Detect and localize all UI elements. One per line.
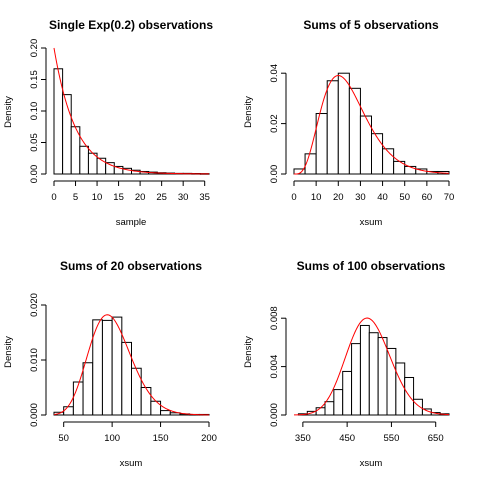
panel-2-bar — [382, 148, 395, 175]
panel-3-x-tick-label: 150 — [153, 433, 169, 444]
panel-1-y-tick-label: 0.00 — [29, 165, 40, 184]
panel-4-y-tick-label: 0.000 — [269, 403, 280, 427]
panel-3-x-tick-label: 100 — [104, 433, 120, 444]
panel-1-y-tick-label: 0.10 — [29, 102, 40, 121]
panel-2-x-tick-label: 0 — [291, 192, 296, 203]
panel-4-bar — [315, 407, 326, 416]
panel-4-bar — [359, 324, 370, 416]
panel-1-y-tick-label: 0.15 — [29, 70, 40, 89]
panel-3-bar — [140, 387, 152, 416]
panel-1-xlabel: sample — [116, 217, 147, 228]
panel-2-title: Sums of 5 observations — [303, 18, 439, 32]
panel-2-bar — [404, 165, 417, 175]
panel-2: Sums of 5 observations xsum Density 0 10 2… — [243, 18, 454, 228]
panel-3-bar — [82, 362, 94, 416]
panel-3-bar — [150, 400, 162, 416]
panel-2-x-tick-label: 30 — [355, 192, 366, 203]
panel-3-y-tick-label: 0.000 — [29, 403, 40, 427]
panel-2-x-tick-label: 40 — [377, 192, 388, 203]
panel-4-xlabel: xsum — [360, 458, 383, 469]
panel-4: Sums of 100 observations xsum Density 35… — [243, 259, 450, 469]
panel-2-y-tick-label: 0.02 — [269, 114, 280, 133]
panel-4-bar — [377, 337, 388, 416]
panel-2-xlabel: xsum — [360, 217, 383, 228]
panel-1-x-tick-label: 20 — [135, 192, 146, 203]
panel-2-x-tick-label: 50 — [399, 192, 410, 203]
panel-2-x-tick-label: 20 — [333, 192, 344, 203]
panel-1-title: Single Exp(0.2) observations — [49, 18, 213, 32]
panel-2-x-tick-label: 10 — [311, 192, 322, 203]
panel-3-bar — [101, 319, 113, 416]
panel-3-y-tick-label: 0.010 — [29, 348, 40, 372]
panel-1-x-tick-label: 10 — [92, 192, 103, 203]
panel-1-y-tick-label: 0.20 — [29, 39, 40, 58]
panel-1-x-tick-label: 25 — [156, 192, 167, 203]
panel-2-bars — [293, 72, 450, 175]
panel-1-x-tick-label: 30 — [178, 192, 189, 203]
panel-4-x-tick-label: 550 — [384, 433, 400, 444]
panel-4-bar — [368, 332, 379, 416]
panel-1-x-tick-label: 35 — [199, 192, 210, 203]
panel-4-x-tick-label: 350 — [295, 433, 311, 444]
panel-3-density-curve — [53, 314, 210, 416]
panel-3-ylabel: Density — [3, 336, 14, 368]
panel-4-ylabel: Density — [243, 336, 254, 368]
panel-4-bar — [395, 362, 406, 416]
panel-3-y-tick-label: 0.020 — [29, 293, 40, 317]
panel-4-bar — [386, 347, 397, 416]
panel-4-x-tick-label: 450 — [339, 433, 355, 444]
panel-4-bars — [297, 324, 450, 416]
panel-4-y-tick-label: 0.008 — [269, 306, 280, 330]
panel-4-bar — [333, 389, 344, 416]
panel-2-bar — [371, 133, 384, 175]
panel-4-bar — [413, 398, 423, 416]
panel-3-xlabel: xsum — [120, 458, 143, 469]
panel-2-y-tick-label: 0.04 — [269, 64, 280, 83]
panel-4-bar — [324, 401, 335, 416]
panel-1-bar — [79, 145, 89, 175]
panel-2-bar — [304, 153, 317, 175]
panel-2-density-curve — [294, 75, 450, 175]
panel-3-x-tick-label: 200 — [201, 433, 217, 444]
panel-3: Sums of 20 observations xsum Density 50 1… — [3, 259, 217, 469]
panel-3-x-tick-label: 50 — [58, 433, 69, 444]
panel-4-bar — [351, 343, 361, 416]
panel-3-bar — [160, 410, 171, 416]
panel-2-y-tick-label: 0.00 — [269, 165, 280, 184]
panel-4-bar — [342, 370, 353, 416]
panel-3-bar — [63, 406, 74, 416]
panel-1: Single Exp(0.2) observations sample Dens… — [3, 18, 213, 228]
panel-3-bar — [72, 381, 84, 416]
panel-1-density-curve — [53, 47, 210, 175]
panel-2-x-tick-label: 70 — [444, 192, 455, 203]
panel-2-bar — [348, 87, 361, 175]
panel-2-ylabel: Density — [243, 96, 254, 128]
panel-1-x-tick-label: 5 — [73, 192, 78, 203]
panel-4-title: Sums of 100 observations — [297, 259, 446, 273]
panel-1-x-tick-label: 0 — [51, 192, 56, 203]
panel-4-x-tick-label: 650 — [428, 433, 444, 444]
panel-4-density-curve — [293, 317, 450, 416]
panel-3-title: Sums of 20 observations — [60, 259, 202, 273]
panel-3-bar — [131, 367, 142, 416]
panel-2-x-tick-label: 60 — [422, 192, 433, 203]
panel-4-y-tick-label: 0.004 — [269, 355, 280, 379]
panel-2-bar — [326, 80, 339, 175]
panel-1-x-tick-label: 15 — [113, 192, 124, 203]
panel-1-y-tick-label: 0.05 — [29, 133, 40, 152]
panel-1-ylabel: Density — [3, 96, 14, 128]
panel-2-bar — [337, 72, 350, 175]
panel-1-bar — [62, 94, 72, 175]
